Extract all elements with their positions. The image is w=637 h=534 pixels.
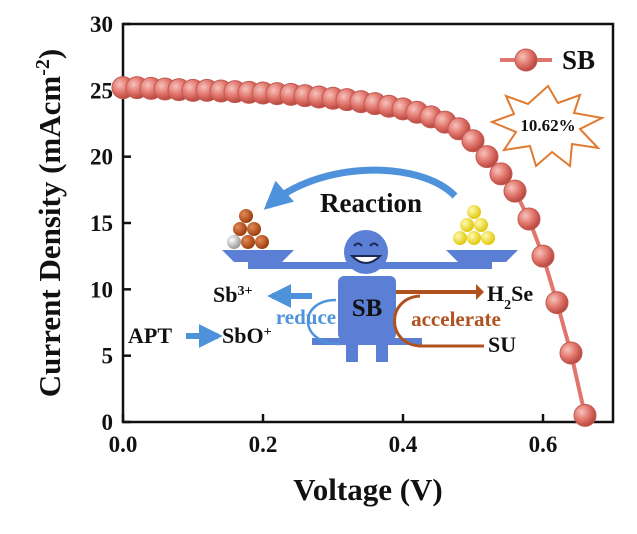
left-atoms <box>227 209 269 249</box>
y-tick-label: 30 <box>90 12 113 37</box>
right-atoms <box>453 205 495 245</box>
figure-leg <box>376 340 388 362</box>
y-tick-label: 20 <box>90 145 113 170</box>
atom-brown <box>247 222 261 236</box>
x-tick-label: 0.6 <box>529 432 558 457</box>
x-tick-label: 0.4 <box>389 432 418 457</box>
su-label: SU <box>488 332 516 357</box>
reaction-label: Reaction <box>320 188 422 218</box>
sbo-label: SbO+ <box>222 323 272 348</box>
atom-yellow <box>467 205 481 219</box>
sb3-label: Sb3+ <box>213 282 252 307</box>
atom-yellow <box>474 218 488 232</box>
figure-body <box>338 276 396 340</box>
atom-yellow <box>460 218 474 232</box>
accelerate-curve <box>393 294 484 348</box>
legend: SB <box>500 45 595 75</box>
series-sb <box>111 76 597 427</box>
data-point <box>545 291 569 315</box>
left-pan <box>222 250 294 262</box>
x-tick-label: 0.2 <box>249 432 278 457</box>
efficiency-star: 10.62% <box>489 84 606 168</box>
reaction-arrow <box>263 166 458 210</box>
reduce-curve <box>306 298 341 346</box>
x-tick-label: 0.0 <box>109 432 138 457</box>
data-point <box>517 207 541 231</box>
efficiency-value: 10.62% <box>520 116 575 135</box>
accelerate-label: accelerate <box>411 307 501 331</box>
atom-yellow <box>481 231 495 245</box>
figure-eye <box>369 242 379 247</box>
data-point <box>531 244 555 268</box>
data-point <box>559 341 583 365</box>
data-point <box>503 179 527 203</box>
data-point <box>475 145 499 169</box>
y-tick-label: 0 <box>102 410 114 435</box>
atom-brown <box>233 222 247 236</box>
mechanism-illustration: Reaction <box>128 166 533 362</box>
data-point <box>489 162 513 186</box>
x-axis-ticks: 0.0 0.2 0.4 0.6 <box>109 414 558 457</box>
h2se-arrow <box>396 284 484 300</box>
y-tick-label: 25 <box>90 78 113 103</box>
figure-mouth <box>349 255 383 264</box>
y-axis-label: Current Density (mAcm-2) <box>32 49 67 397</box>
legend-marker <box>514 48 538 72</box>
apt-label: APT <box>128 323 172 348</box>
reduce-label: reduce <box>276 305 336 329</box>
star-burst <box>489 84 606 168</box>
figure-label: SB <box>352 295 383 322</box>
atom-grey <box>227 235 241 249</box>
atom-brown <box>239 209 253 223</box>
figure-head <box>344 230 388 274</box>
atom-brown <box>255 235 269 249</box>
atom-brown <box>241 235 255 249</box>
figure-leg <box>346 340 358 362</box>
y-tick-label: 5 <box>102 344 114 369</box>
data-point <box>573 403 597 427</box>
figure-base <box>312 338 422 345</box>
y-tick-label: 15 <box>90 211 113 236</box>
y-axis-ticks: 0 5 10 15 20 25 30 <box>90 12 131 435</box>
atom-yellow <box>467 231 481 245</box>
h2se-label: H2Se <box>487 281 533 313</box>
sb-figure: SB <box>312 230 422 362</box>
figure-eye <box>353 242 363 247</box>
y-tick-label: 10 <box>90 277 113 302</box>
legend-label: SB <box>562 45 595 75</box>
data-point <box>461 129 485 153</box>
atom-yellow <box>453 231 467 245</box>
right-pan <box>446 250 518 262</box>
x-axis-label: Voltage (V) <box>293 472 443 507</box>
